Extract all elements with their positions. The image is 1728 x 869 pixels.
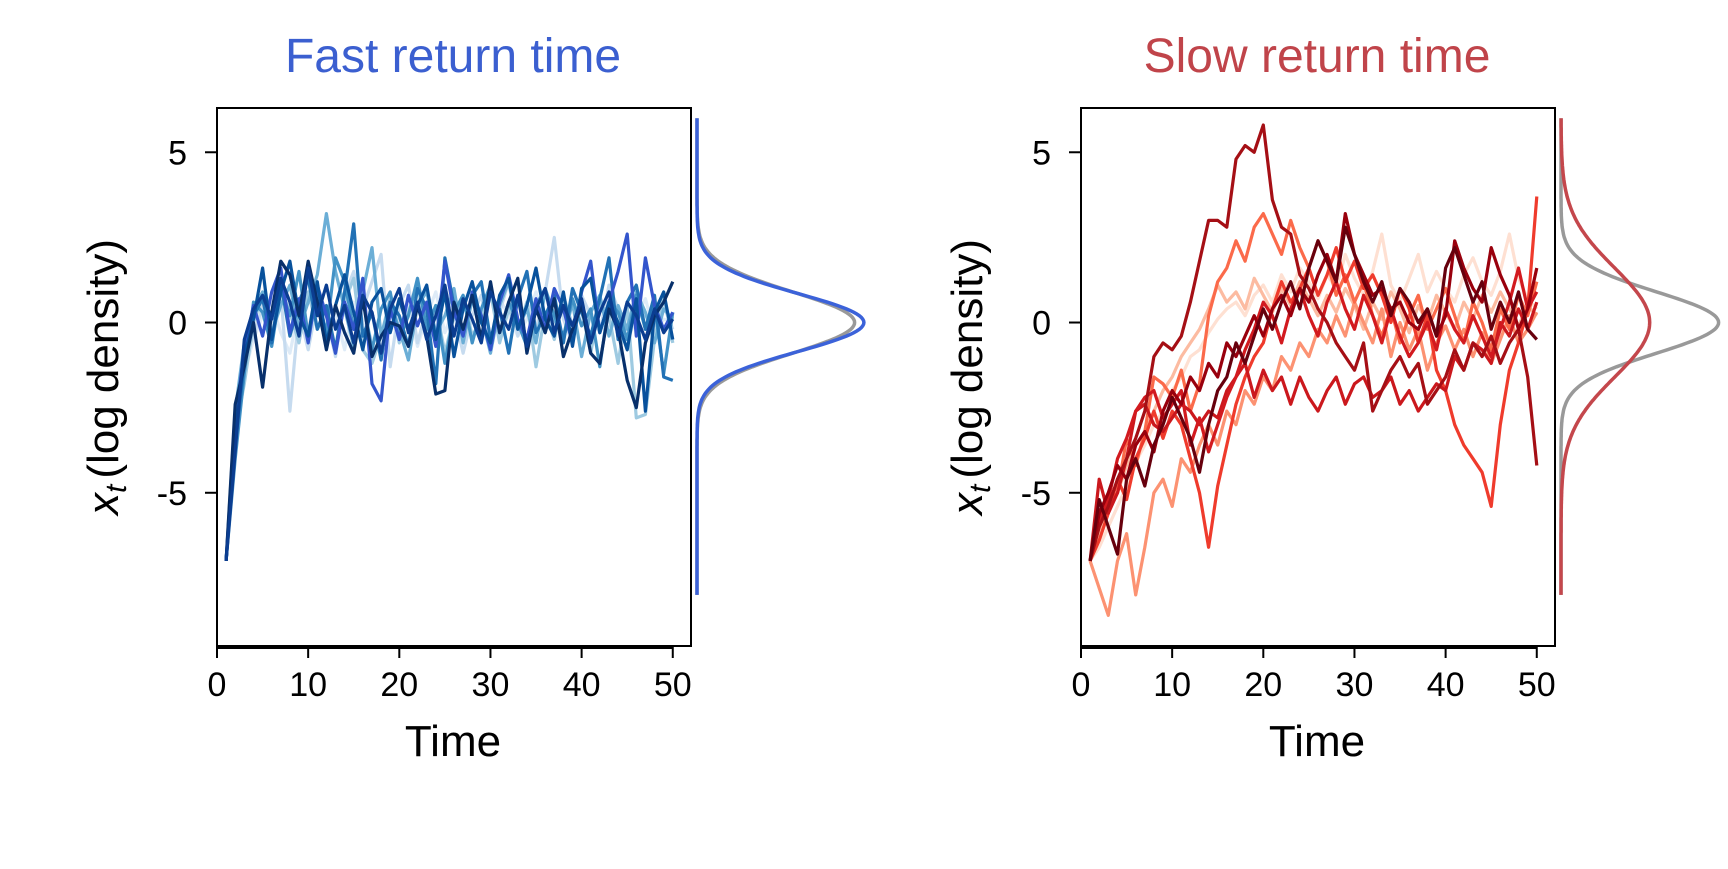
- y-tick-label-fast-1: 0: [168, 305, 187, 343]
- plot-frame-slow: [1080, 107, 1556, 647]
- process-density-slow: [1559, 118, 1652, 595]
- stationary-density-slow: [1559, 118, 1721, 595]
- x-tick-label-fast-30: 30: [472, 666, 510, 704]
- title-slow: Slow return time: [1144, 30, 1491, 83]
- y-tick-label-slow-2: -5: [1021, 475, 1051, 513]
- y-tick-label-fast-0: 5: [168, 134, 187, 172]
- series-line-slow-9: [1088, 212, 1539, 562]
- density-fast: [695, 118, 866, 595]
- x-tick-label-fast-10: 10: [289, 666, 327, 704]
- panel-slow: Slow return time 0 10 20 30 40 50 50-5 Time x…: [943, 30, 1721, 766]
- series-line-fast-10: [224, 266, 675, 562]
- series-line-slow-3: [1088, 300, 1539, 618]
- y-axis-label-slow: xt (log density): [943, 239, 997, 517]
- y-tick-label-slow-0: 5: [1032, 134, 1051, 172]
- x-tick-label-slow-50: 50: [1518, 666, 1556, 704]
- y-tick-label-slow-1: 0: [1032, 305, 1051, 343]
- series-line-slow-10: [1088, 225, 1538, 562]
- y-tick-label-fast-2: -5: [157, 475, 187, 513]
- x-tick-label-fast-0: 0: [208, 666, 227, 704]
- y-axis-label-var-slow: x: [943, 491, 992, 517]
- y-axis-fast: 5 0 -5: [157, 134, 217, 513]
- series-line-slow-5: [1088, 196, 1539, 562]
- x-axis-label-slow: Time: [1269, 717, 1365, 766]
- x-tick-label-fast-40: 40: [563, 666, 601, 704]
- panel-fast: Fast return time 0 10 20 30 40 50 50-5 Time x…: [79, 30, 866, 766]
- y-axis-label-var-fast: x: [79, 491, 128, 517]
- y-axis-label-rest-fast: (log density): [79, 239, 128, 479]
- y-axis-label-fast: xt (log density): [79, 239, 133, 517]
- x-tick-label-slow-10: 10: [1153, 666, 1191, 704]
- x-tick-label-slow-20: 20: [1244, 666, 1282, 704]
- series-layer-fast: [224, 212, 675, 562]
- plot-frame-fast: [216, 107, 692, 647]
- y-axis-label-sub-slow: t: [964, 483, 997, 493]
- x-axis-fast: 0 10 20 30 40 50: [208, 646, 692, 704]
- series-layer-slow: [1088, 123, 1539, 618]
- process-density-fast: [695, 118, 866, 595]
- x-tick-label-slow-30: 30: [1336, 666, 1374, 704]
- x-tick-label-slow-0: 0: [1072, 666, 1091, 704]
- y-axis-slow: 5 0 -5: [1021, 134, 1081, 513]
- x-axis-label-fast: Time: [405, 717, 501, 766]
- title-fast: Fast return time: [285, 30, 621, 83]
- density-slow: [1559, 118, 1721, 595]
- series-line-slow-8: [1088, 123, 1539, 562]
- y-axis-label-rest-slow: (log density): [943, 239, 992, 479]
- x-axis-slow: 0 10 20 30 40 50: [1072, 646, 1556, 704]
- x-tick-label-fast-20: 20: [380, 666, 418, 704]
- series-line-fast-9: [224, 259, 675, 561]
- x-tick-label-fast-50: 50: [654, 666, 692, 704]
- y-axis-label-sub-fast: t: [100, 483, 133, 493]
- x-tick-label-slow-40: 40: [1427, 666, 1465, 704]
